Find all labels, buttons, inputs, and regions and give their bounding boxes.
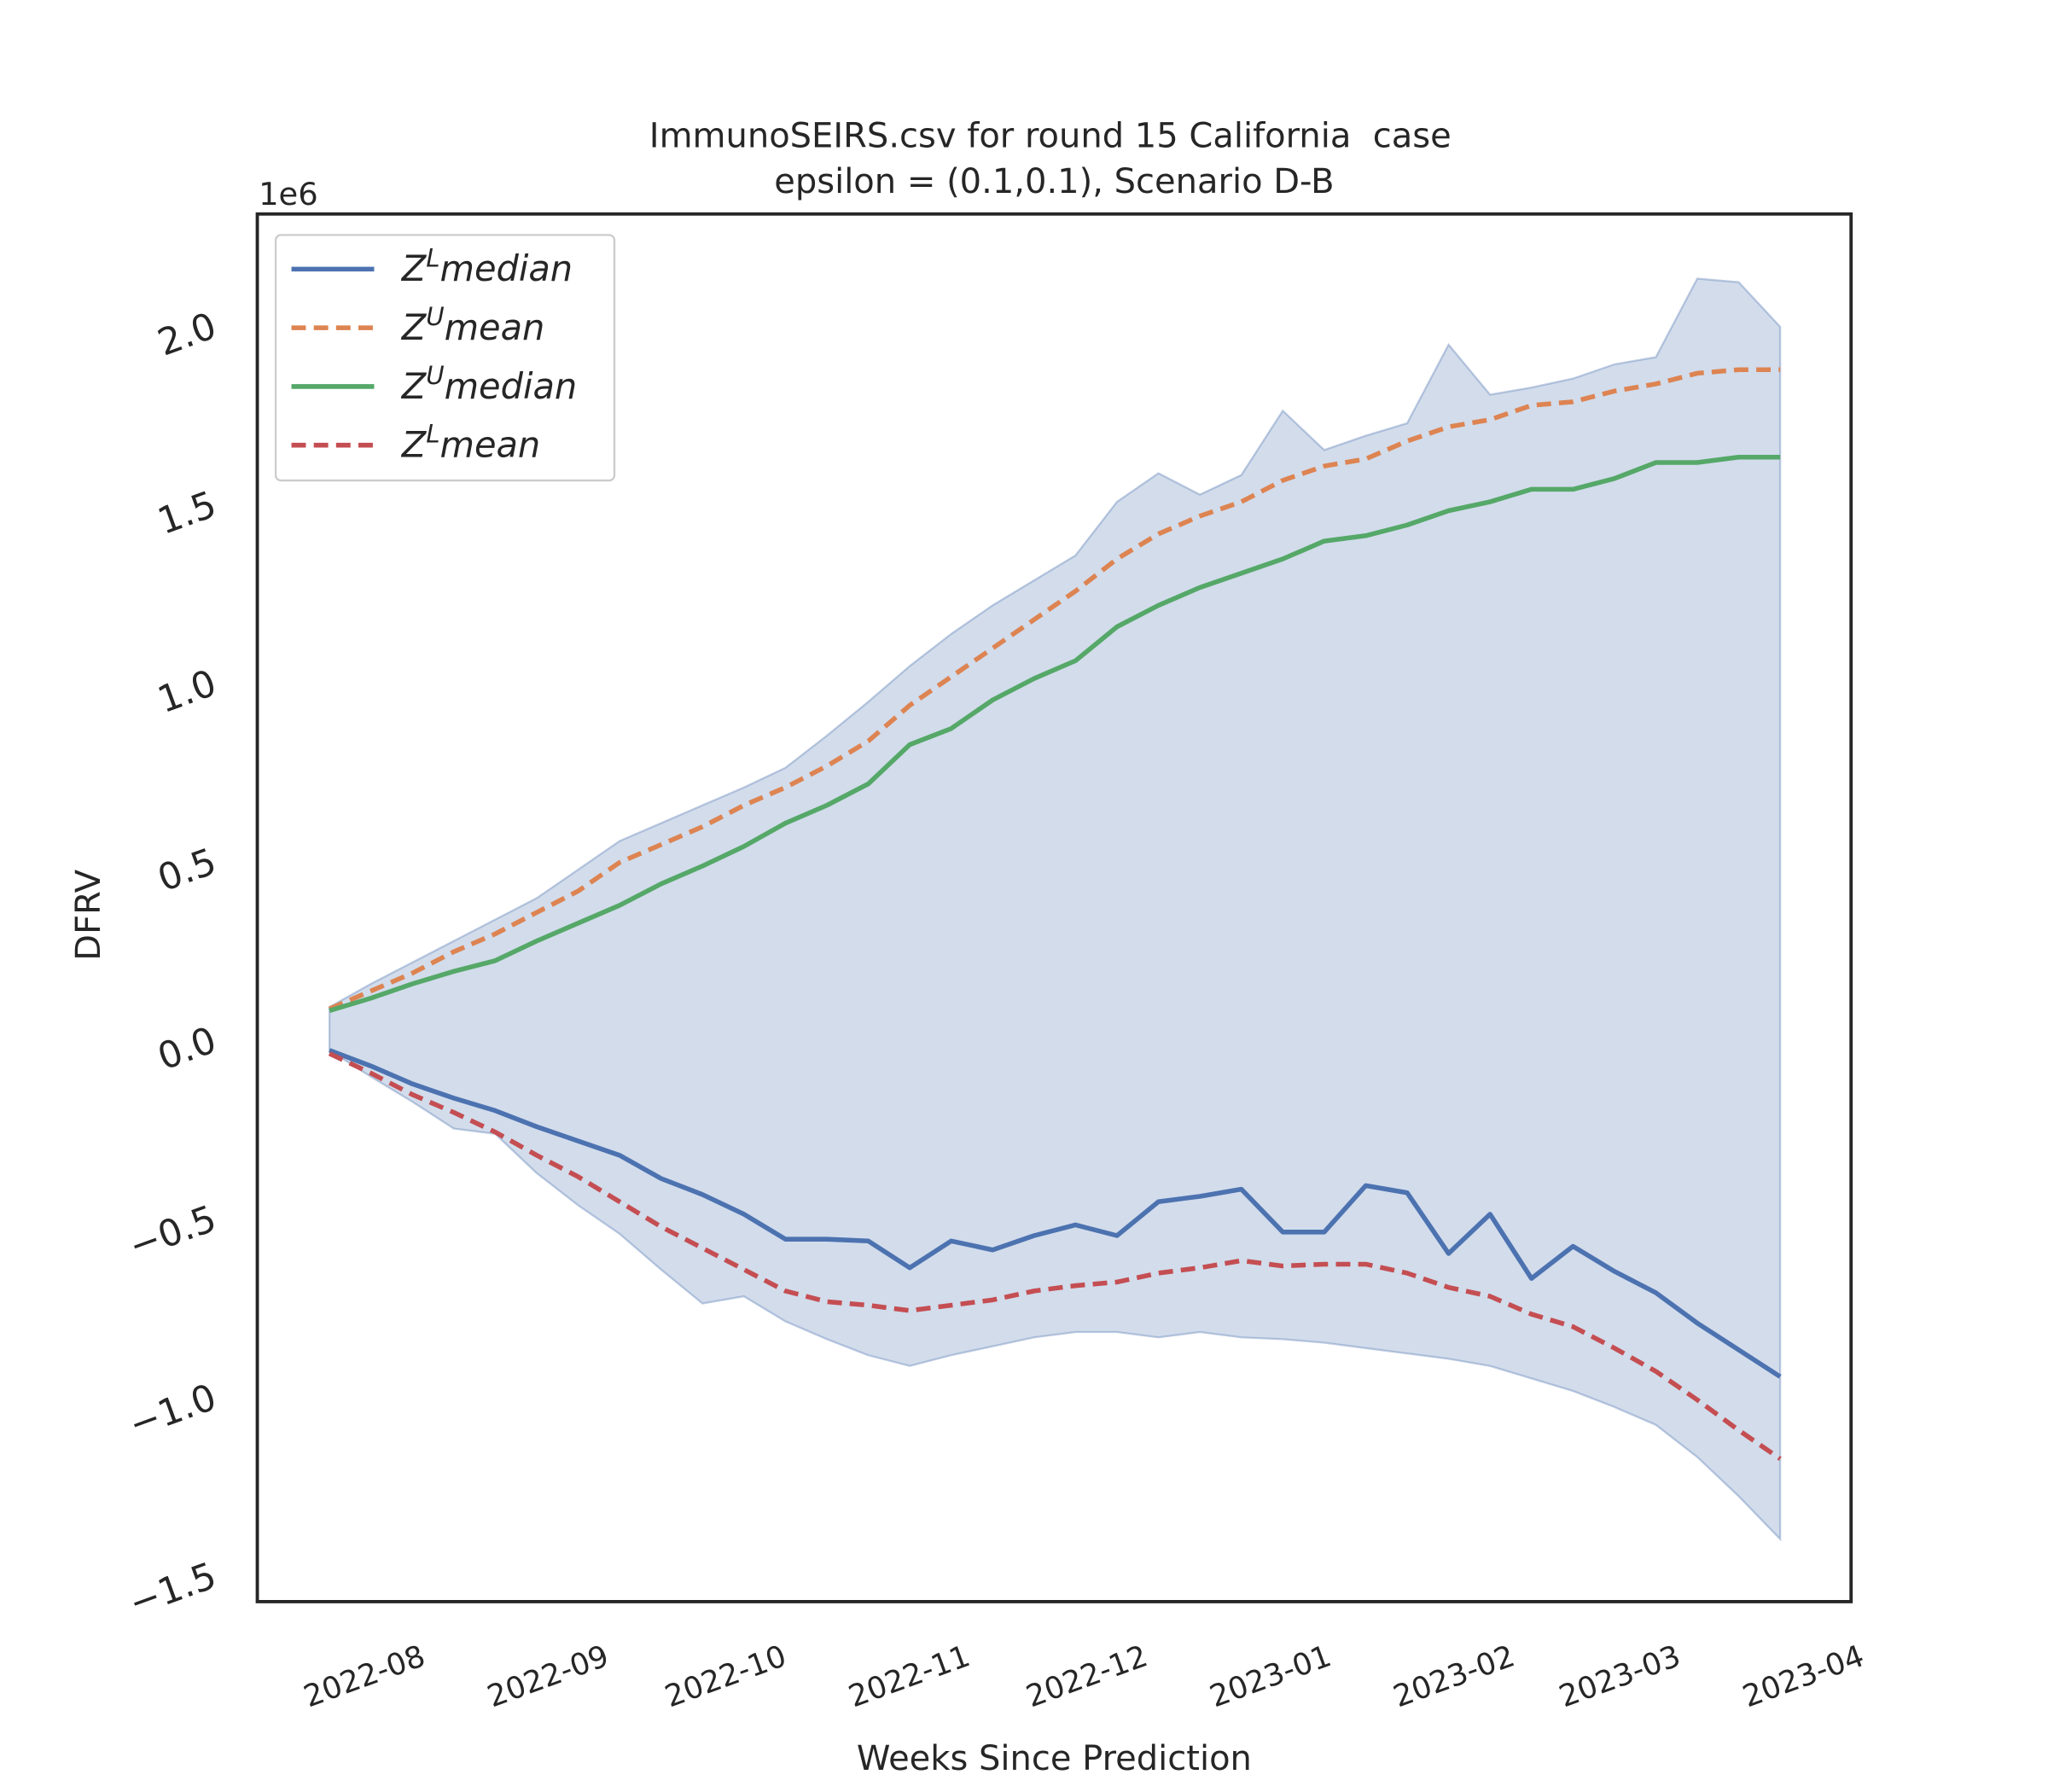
legend-label: ZLmedian <box>401 243 573 289</box>
legend-label: ZUmedian <box>401 361 577 407</box>
legend-label: ZUmean <box>401 302 545 348</box>
series-line <box>329 454 1781 1014</box>
x-axis-label: Weeks Since Prediction <box>857 1739 1252 1778</box>
series-line <box>328 367 1781 1011</box>
band <box>328 277 1782 1542</box>
y-axis-label: DFRV <box>69 869 108 960</box>
chart-subtitle: epsilon = (0.1,0.1), Scenario D-B <box>774 162 1334 201</box>
legend-label: ZLmean <box>401 420 540 466</box>
series-line <box>328 1051 1782 1461</box>
legend-box <box>274 234 616 482</box>
series-line <box>329 1048 1782 1379</box>
y-multiplier: 1e6 <box>259 176 318 212</box>
chart-title: ImmunoSEIRS.csv for round 15 California … <box>649 116 1452 155</box>
plot-frame <box>255 212 1853 1603</box>
